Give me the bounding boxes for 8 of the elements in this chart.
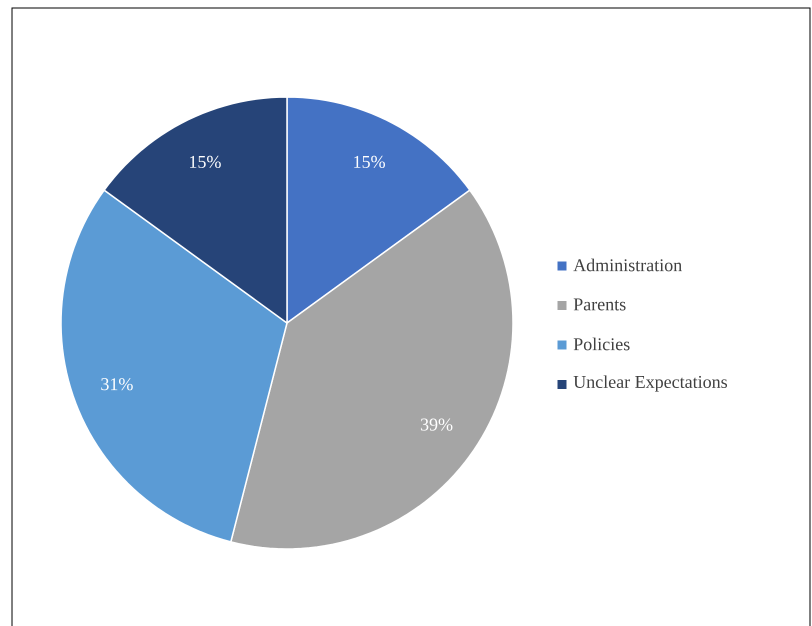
data-label: 31% xyxy=(101,378,133,390)
data-label: 15% xyxy=(190,156,221,168)
data-label: 39% xyxy=(420,418,452,431)
legend-label: Parents xyxy=(574,298,626,310)
legend-label: Policies xyxy=(574,338,630,350)
legend-label: Administration xyxy=(573,258,682,272)
data-label: 15% xyxy=(354,156,385,168)
legend-label: Unclear Expectations xyxy=(574,375,728,392)
